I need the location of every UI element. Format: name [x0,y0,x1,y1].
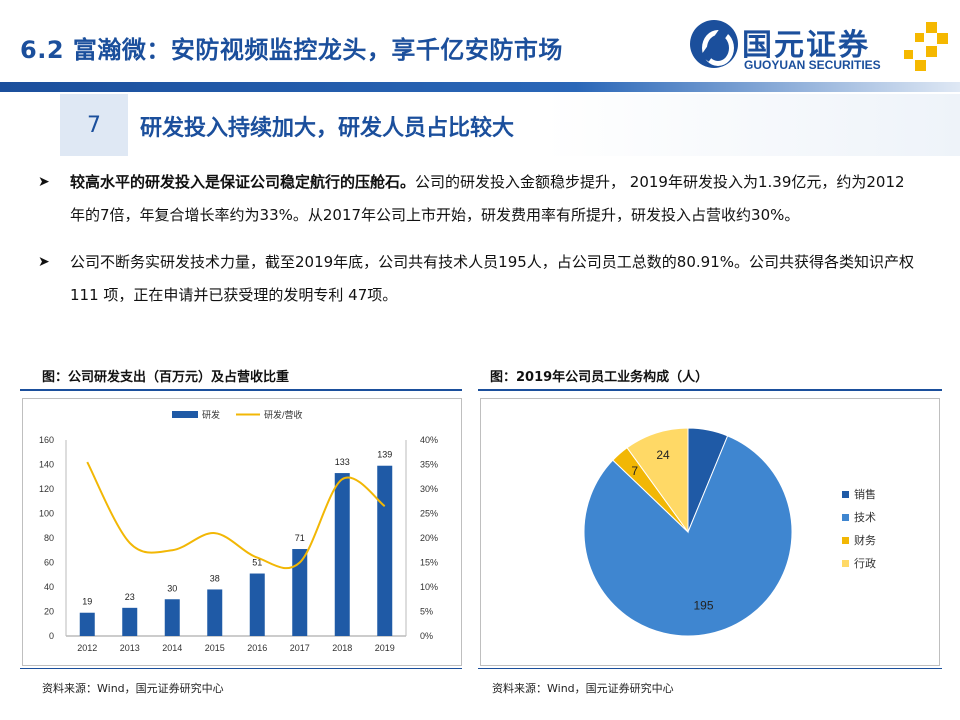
legend-swatch-1 [842,514,849,521]
bar-rd-2014 [164,599,180,636]
legend-label-rd: 研发 [202,409,220,420]
bar-rd-2013 [122,607,138,636]
bar-data-label: 38 [210,573,220,583]
legend-label-ratio: 研发/营收 [264,409,303,420]
bar-data-label: 133 [335,457,350,467]
bar-rd-2015 [207,589,223,636]
bar-rd-2018 [334,473,350,636]
legend-swatch-3 [842,560,849,567]
section-title: 研发投入持续加大，研发人员占比较大 [140,116,515,141]
y-tick-label-right: 10% [420,582,438,592]
x-tick-label: 2017 [290,643,310,653]
pie-data-label: 195 [693,598,713,612]
figure-rule-left [20,389,462,391]
bar-data-label: 30 [167,583,177,593]
legend-label-3: 行政 [854,556,876,570]
panel-rule-right [478,668,942,669]
staff-chart: 195 7 24 销售技术财务行政 [480,398,940,666]
y-tick-label-left: 160 [39,435,54,445]
bar-data-label: 139 [377,450,392,460]
section-banner [128,94,960,156]
bar-rd-2017 [292,549,308,636]
x-tick-label: 2012 [77,643,97,653]
bar-rd-2016 [249,573,265,636]
pie-slice-3 [626,427,689,534]
x-tick-label: 2019 [375,643,395,653]
bar-rd-2019 [377,465,393,636]
header-divider [0,82,960,92]
legend-label-0: 销售 [854,487,876,501]
legend-label-1: 技术 [854,511,876,524]
page-header: 6.2 富瀚微：安防视频监控龙头，享千亿安防市场 国元证券 GUOYUAN SE… [0,0,960,92]
rd-chart: 0 20 40 60 80 100 120 140 160 0% 5% 10% 15% 20% 25% 30%… [22,398,462,666]
y-tick-label-right: 0% [420,631,433,641]
bullet-list: ➤ 较高水平的研发投入是保证公司稳定航行的压舱石。公司的研发投入金额稳步提升， … [38,166,918,326]
pie-slice-1 [583,435,793,637]
arrow-bullet-icon: ➤ [38,174,50,190]
page-title: 6.2 富瀚微：安防视频监控龙头，享千亿安防市场 [20,36,563,64]
logo-chinese-name: 国元证券 [742,28,870,63]
logo-emblem-icon [690,20,738,68]
arrow-bullet-icon: ➤ [38,254,50,270]
y-tick-label-left: 140 [39,460,54,470]
x-tick-label: 2018 [332,643,352,653]
source-note-right: 资料来源：Wind，国元证券研究中心 [492,682,674,695]
y-tick-label-left: 0 [49,631,54,641]
bullet-text: 公司不断务实研发技术力量，截至2019年底，公司共有技术人员195人，占公司员工… [70,253,915,304]
section-number: 7 [60,94,128,156]
y-tick-label-left: 20 [44,607,54,617]
legend-swatch-0 [842,491,849,498]
company-logo: 国元证券 GUOYUAN SECURITIES [690,18,950,78]
y-tick-label-right: 25% [420,509,438,519]
x-tick-label: 2014 [162,643,182,653]
logo-squares-icon [904,22,948,74]
legend-swatch-2 [842,537,849,544]
y-tick-label-right: 35% [420,460,438,470]
y-tick-label-right: 5% [420,607,433,617]
line-rd-ratio [86,461,386,569]
rd-chart-svg: 0 20 40 60 80 100 120 140 160 0% 5% 10% 15% 20% 25% 30%… [22,398,462,666]
pie-data-label: 7 [631,464,638,478]
y-tick-label-right: 30% [420,484,438,494]
y-tick-label-left: 60 [44,558,54,568]
bar-rd-2012 [79,612,95,636]
y-tick-label-left: 80 [44,533,54,543]
y-tick-label-left: 120 [39,484,54,494]
source-note-left: 资料来源：Wind，国元证券研究中心 [42,682,224,695]
y-tick-label-right: 15% [420,558,438,568]
legend-swatch-rd [172,411,198,418]
y-tick-label-left: 100 [39,509,54,519]
x-tick-label: 2013 [120,643,140,653]
bullet-text: 公司的研发投入金额稳步提升， 2019年研发投入为1.39亿元，约为2012年的… [70,173,905,224]
y-tick-label-left: 40 [44,582,54,592]
bullet-item: ➤ 较高水平的研发投入是保证公司稳定航行的压舱石。公司的研发投入金额稳步提升， … [38,166,918,232]
bar-data-label: 19 [82,597,92,607]
chart-frame [22,398,462,666]
bullet-item: ➤ 公司不断务实研发技术力量，截至2019年底，公司共有技术人员195人，占公司… [38,246,918,312]
figure-rule-right [478,389,942,391]
x-tick-label: 2015 [205,643,225,653]
logo-english-name: GUOYUAN SECURITIES [744,58,881,72]
panel-rule-left [20,668,462,669]
bar-data-label: 23 [125,592,135,602]
x-tick-label: 2016 [247,643,267,653]
figure-title-staff: 图：2019年公司员工业务构成（人） [490,370,709,385]
bullet-lead: 较高水平的研发投入是保证公司稳定航行的压舱石。 [70,173,416,191]
pie-frame [480,398,940,666]
y-tick-label-right: 40% [420,435,438,445]
pie-data-label: 24 [656,448,670,462]
bar-data-label: 51 [252,558,262,568]
figure-title-rd: 图：公司研发支出（百万元）及占营收比重 [42,370,290,385]
bar-data-label: 71 [295,533,305,543]
legend-label-2: 财务 [854,533,876,547]
y-tick-label-right: 20% [420,533,438,543]
